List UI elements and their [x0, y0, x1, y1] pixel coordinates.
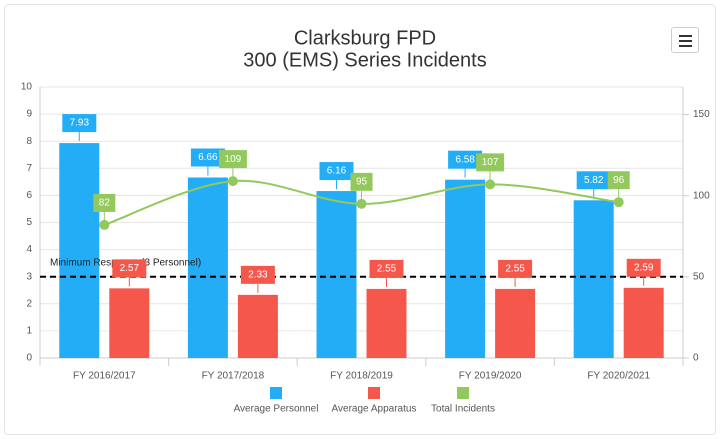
bar	[316, 191, 357, 358]
line-point	[99, 219, 110, 230]
data-label-box	[476, 153, 505, 172]
data-label-box	[93, 193, 116, 212]
legend-label: Average Apparatus	[332, 404, 417, 415]
y2-tick-label: 100	[693, 190, 710, 201]
x-tick-label: FY 2020/2021	[587, 371, 650, 382]
line-point	[613, 197, 624, 208]
data-label-box	[112, 259, 147, 278]
bar	[366, 288, 407, 358]
bar	[187, 177, 228, 358]
data-label-box	[498, 259, 533, 278]
bar	[495, 288, 536, 358]
data-label: 6.66	[198, 152, 218, 163]
data-label: 109	[225, 154, 242, 165]
x-tick-label: FY 2016/2017	[73, 371, 136, 382]
bar	[573, 200, 614, 358]
line-point	[485, 179, 496, 190]
legend-label: Average Personnel	[234, 404, 319, 415]
data-label: 2.57	[120, 263, 140, 274]
data-label-box	[218, 150, 247, 169]
data-label: 7.93	[70, 118, 90, 129]
legend-swatch	[457, 387, 469, 399]
data-label: 82	[99, 198, 111, 209]
data-label-box	[62, 114, 97, 133]
y-tick-label: 5	[26, 217, 32, 228]
data-label: 107	[482, 157, 499, 168]
y-tick-label: 2	[26, 298, 32, 309]
y-tick-label: 0	[26, 353, 32, 364]
data-label-box	[369, 259, 404, 278]
data-label-box	[626, 258, 661, 277]
chart-title: Clarksburg FPD	[294, 27, 436, 49]
y-tick-label: 4	[26, 244, 32, 255]
y-tick-label: 8	[26, 136, 32, 147]
legend-label: Total Incidents	[431, 404, 495, 415]
bar	[445, 179, 486, 358]
data-label: 2.33	[248, 269, 268, 280]
legend-swatch	[368, 387, 380, 399]
data-label: 2.59	[634, 262, 654, 273]
data-label-box	[240, 265, 275, 284]
line-point	[227, 176, 238, 187]
bar	[237, 294, 278, 358]
bar	[109, 288, 150, 358]
y2-tick-label: 150	[693, 109, 710, 120]
data-label-box	[190, 148, 225, 167]
bar	[623, 287, 664, 358]
y-tick-label: 3	[26, 271, 32, 282]
legend-swatch	[270, 387, 282, 399]
data-label-box	[319, 162, 354, 181]
data-label-box	[607, 171, 630, 190]
data-label: 6.16	[327, 166, 347, 177]
y2-tick-label: 0	[693, 353, 699, 364]
data-label: 2.55	[505, 264, 525, 275]
y-tick-label: 7	[26, 163, 32, 174]
data-label-box	[576, 171, 611, 190]
y-tick-label: 6	[26, 190, 32, 201]
y-tick-label: 9	[26, 109, 32, 120]
data-label-box	[350, 172, 373, 191]
data-label: 2.55	[377, 264, 397, 275]
chart-border	[4, 4, 716, 435]
x-tick-label: FY 2017/2018	[202, 371, 265, 382]
x-tick-label: FY 2019/2020	[459, 371, 522, 382]
chart-title: 300 (EMS) Series Incidents	[243, 49, 486, 71]
y-tick-label: 1	[26, 326, 32, 337]
menu-button[interactable]	[671, 27, 699, 53]
bar	[59, 143, 100, 358]
data-label: 5.82	[584, 175, 604, 186]
data-label: 6.58	[455, 154, 475, 165]
data-label: 96	[613, 175, 625, 186]
y-tick-label: 10	[21, 82, 33, 93]
y2-tick-label: 50	[693, 272, 705, 283]
x-tick-label: FY 2018/2019	[330, 371, 393, 382]
data-label-box	[448, 150, 483, 169]
line-point	[356, 198, 367, 209]
data-label: 95	[356, 176, 368, 187]
